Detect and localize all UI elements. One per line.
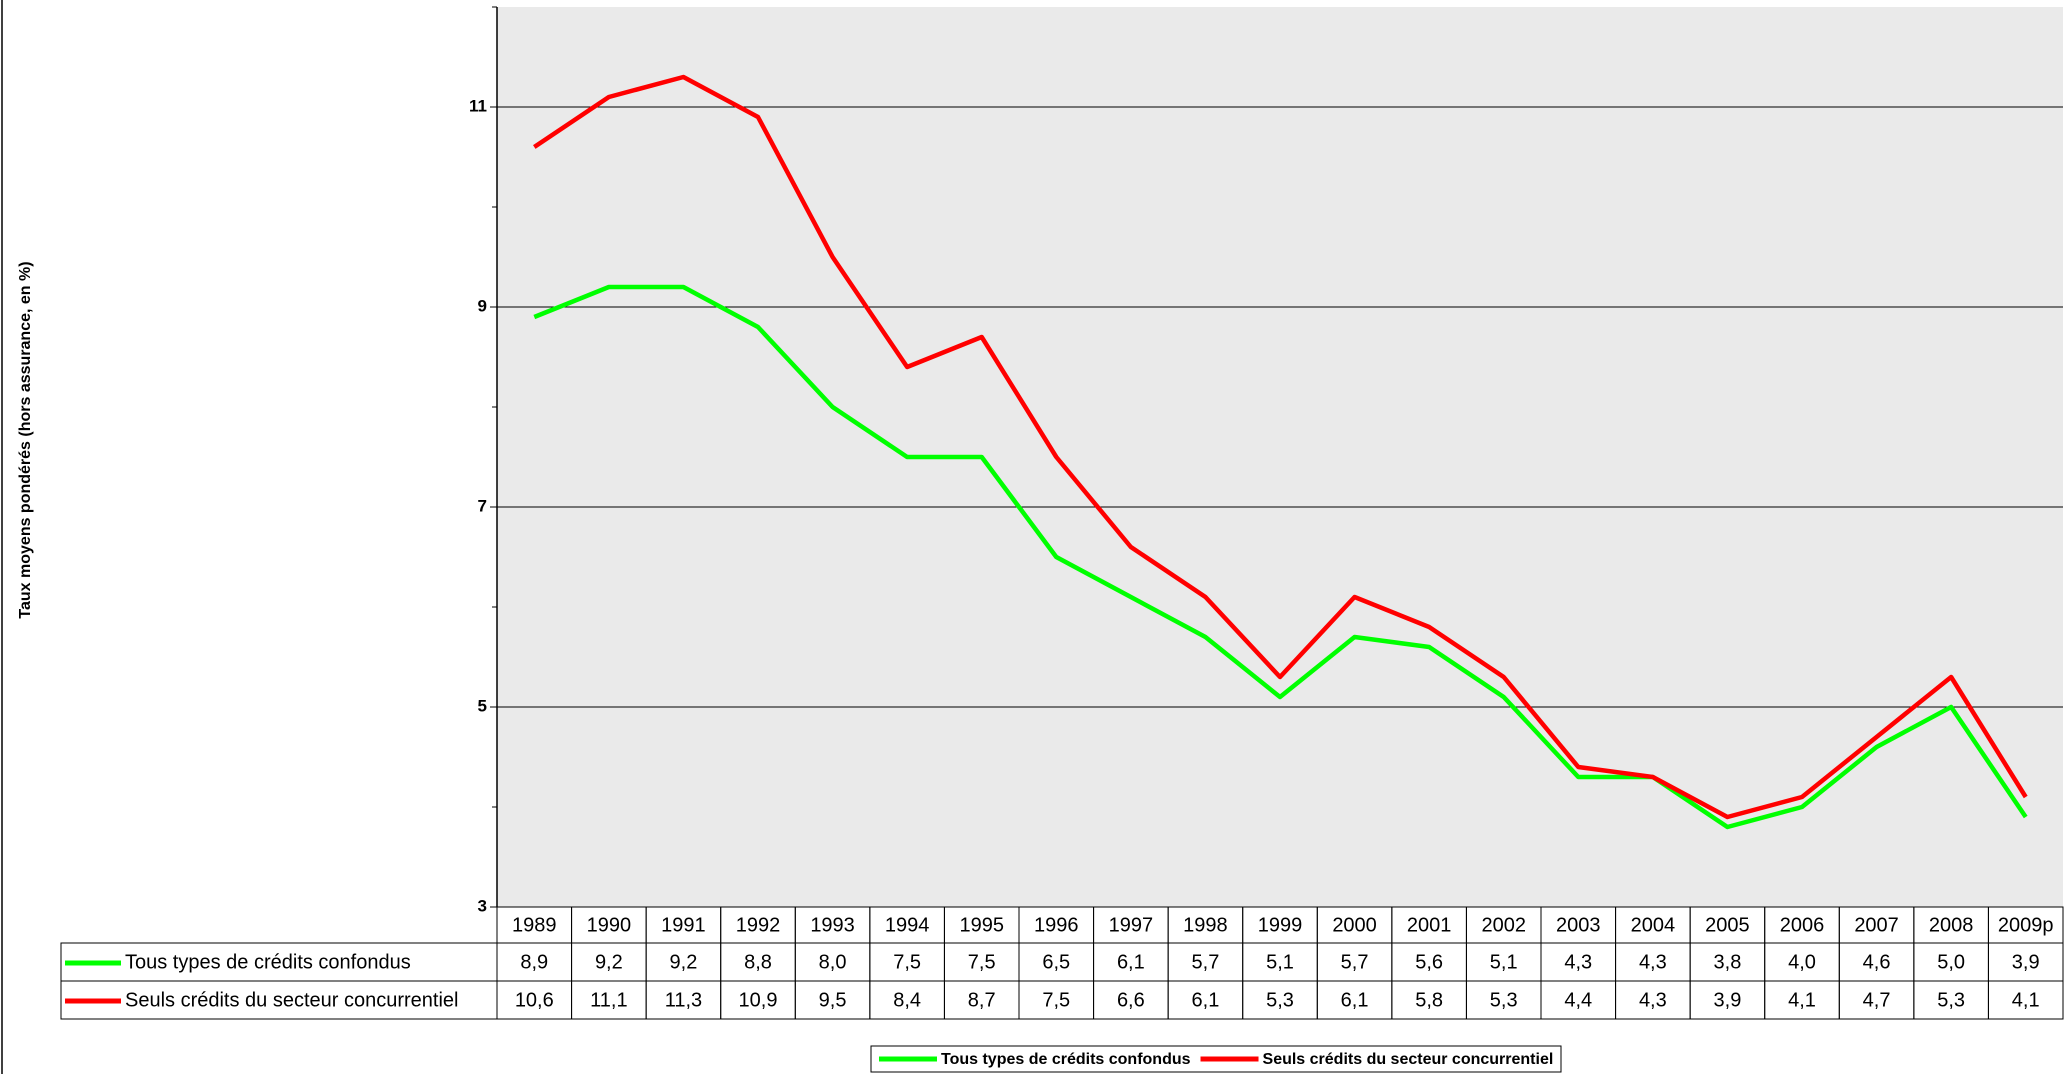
line-series — [533, 74, 2028, 820]
data-label: 10,9 — [739, 989, 778, 1011]
data-label: 3,9 — [2012, 951, 2040, 973]
x-tick-label: 1990 — [587, 914, 632, 936]
data-label: 4,1 — [1788, 989, 1816, 1011]
x-tick-label: 2006 — [1780, 914, 1825, 936]
data-label: 4,4 — [1564, 989, 1592, 1011]
line-series — [533, 284, 2028, 830]
data-label: 4,3 — [1639, 989, 1667, 1011]
data-label: 7,5 — [893, 951, 921, 973]
data-label: 5,7 — [1192, 951, 1220, 973]
x-tick-label: 2007 — [1854, 914, 1899, 936]
x-tick-label: 1998 — [1183, 914, 1228, 936]
data-label: 3,8 — [1714, 951, 1742, 973]
y-tick-label: 11 — [469, 96, 487, 115]
data-label: 6,6 — [1117, 989, 1145, 1011]
data-label: 9,2 — [670, 951, 698, 973]
x-tick-label: 1994 — [885, 914, 930, 936]
y-tick-label: 3 — [478, 896, 487, 915]
data-label: 8,8 — [744, 951, 772, 973]
data-label: 8,0 — [819, 951, 847, 973]
data-label: 3,9 — [1714, 989, 1742, 1011]
y-tick-label: 7 — [478, 496, 487, 515]
x-tick-label: 2004 — [1631, 914, 1676, 936]
data-label: 4,0 — [1788, 951, 1816, 973]
data-label: 6,5 — [1042, 951, 1070, 973]
data-label: 5,3 — [1490, 989, 1518, 1011]
data-label: 5,3 — [1266, 989, 1294, 1011]
table-cell — [1987, 980, 2064, 1020]
x-tick-label: 1991 — [661, 914, 706, 936]
data-label: 10,6 — [515, 989, 554, 1011]
x-tick-label: 1999 — [1258, 914, 1303, 936]
x-tick-label: 1992 — [736, 914, 781, 936]
data-label: 8,9 — [520, 951, 548, 973]
data-label: 7,5 — [1042, 989, 1070, 1011]
x-tick-label: 2008 — [1929, 914, 1974, 936]
x-tick-label: 1993 — [810, 914, 855, 936]
data-label: 4,3 — [1564, 951, 1592, 973]
legend-label: Seuls crédits du secteur concurrentiel — [125, 989, 459, 1011]
y-tick-label: 9 — [478, 296, 487, 315]
data-label: 9,5 — [819, 989, 847, 1011]
data-label: 9,2 — [595, 951, 623, 973]
x-tick-label: 2002 — [1481, 914, 1526, 936]
data-label: 5,3 — [1937, 989, 1965, 1011]
x-tick-label: 1989 — [512, 914, 557, 936]
plot-area — [497, 7, 2063, 907]
x-tick-label: 1995 — [959, 914, 1004, 936]
x-tick-label: 2009p — [1998, 914, 2054, 936]
data-label: 5,6 — [1415, 951, 1443, 973]
data-label: 4,1 — [2012, 989, 2040, 1011]
data-label: 5,7 — [1341, 951, 1369, 973]
data-label: 4,3 — [1639, 951, 1667, 973]
x-tick-label: 2000 — [1332, 914, 1377, 936]
data-label: 4,7 — [1863, 989, 1891, 1011]
data-label: 7,5 — [968, 951, 996, 973]
data-label: 11,3 — [665, 989, 702, 1011]
data-label: 6,1 — [1117, 951, 1145, 973]
y-axis-label: Taux moyens pondérés (hors assurance, en… — [17, 261, 34, 618]
legend-label: Tous types de crédits confondus — [941, 1051, 1191, 1068]
x-tick-label: 1996 — [1034, 914, 1079, 936]
data-label: 4,6 — [1863, 951, 1891, 973]
data-label: 11,1 — [590, 989, 627, 1011]
x-tick-label: 2001 — [1407, 914, 1452, 936]
legend-label: Seuls crédits du secteur concurrentiel — [1263, 1051, 1554, 1068]
y-tick-label: 5 — [478, 696, 487, 715]
data-label: 5,8 — [1415, 989, 1443, 1011]
x-tick-label: 2005 — [1705, 914, 1750, 936]
data-label: 8,4 — [893, 989, 921, 1011]
data-label: 8,7 — [968, 989, 996, 1011]
data-label: 5,1 — [1490, 951, 1518, 973]
legend-label: Tous types de crédits confondus — [125, 951, 411, 973]
x-tick-label: 1997 — [1109, 914, 1154, 936]
data-label: 6,1 — [1341, 989, 1369, 1011]
data-label: 6,1 — [1192, 989, 1220, 1011]
data-label: 5,1 — [1266, 951, 1294, 973]
data-label: 5,0 — [1937, 951, 1965, 973]
x-tick-label: 2003 — [1556, 914, 1601, 936]
